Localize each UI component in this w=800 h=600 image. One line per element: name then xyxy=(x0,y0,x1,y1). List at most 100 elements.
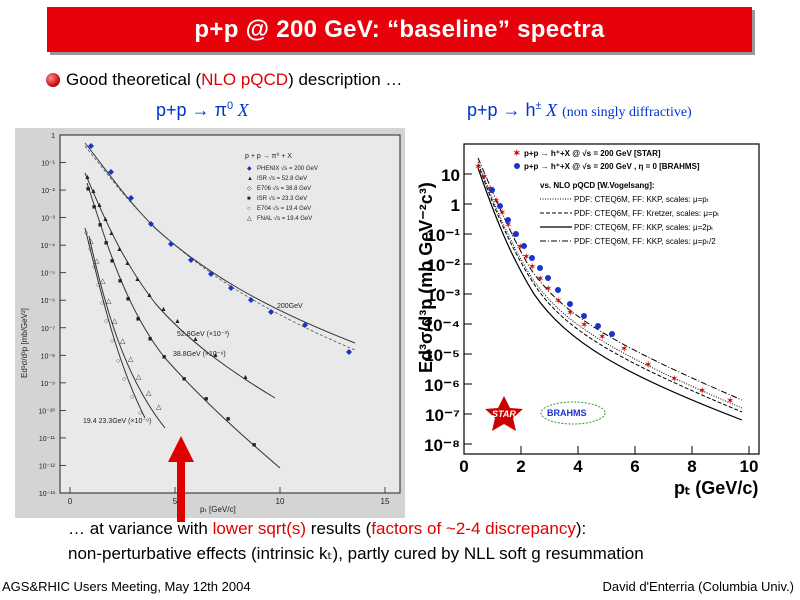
phenix-point xyxy=(302,322,308,328)
intro-text: Good theoretical ( xyxy=(66,70,202,89)
brahms-point xyxy=(537,265,543,271)
legend-2pt: PDF: CTEQ6M, FF: KKP, scales: μ=2pₜ xyxy=(574,223,714,232)
left-x-tick-label: 10 xyxy=(276,497,285,506)
lowenergy-point: ■ xyxy=(162,354,166,361)
label-200gev: 200GeV xyxy=(277,303,303,310)
left-y-tick-label: 10⁻¹⁰ xyxy=(38,407,55,415)
left-legend-marker-icon: △ xyxy=(247,216,252,222)
left-plot: 1 10⁻¹ 10⁻² 10⁻³ 10⁻⁴ 10⁻⁵ 10⁻⁶ 10⁻⁷ 10⁻⁸ 10⁻⁹ 10⁻… xyxy=(15,128,405,518)
left-x-ticks: 0 5 10 15 xyxy=(68,487,390,506)
lowenergy-point: ■ xyxy=(126,296,130,303)
left-xlabel: pₜ [GeV/c] xyxy=(200,505,236,514)
bottom-red-a: lower sqrt(s) xyxy=(212,519,307,538)
right-y-tick-label: 10 xyxy=(441,166,460,185)
lowenergy-point: ○ xyxy=(92,264,96,271)
bottom-text-b: results ( xyxy=(306,519,372,538)
star-point: ✶ xyxy=(670,374,678,385)
intro-line: Good theoretical (NLO pQCD) description … xyxy=(66,70,402,90)
lowenergy-point: △ xyxy=(106,298,112,305)
phenix-point xyxy=(188,257,194,263)
right-y-tick-label: 10⁻⁶ xyxy=(424,376,460,395)
right-plot-frame xyxy=(463,143,760,455)
right-y-tick-label: 10⁻⁵ xyxy=(424,346,460,365)
right-x-tick-label: 4 xyxy=(573,457,583,476)
lowenergy-point: ○ xyxy=(104,318,108,325)
right-x-tick-label: 6 xyxy=(630,457,639,476)
star-point: ✶ xyxy=(480,172,488,183)
legend-star: p+p → h⁺+X @ √s = 200 GeV [STAR] xyxy=(524,149,661,158)
phenix-point xyxy=(148,221,154,227)
lowenergy-point: △ xyxy=(128,356,134,363)
legend-kretzer: PDF: CTEQ6M, FF: Kretzer, scales: μ=pₜ xyxy=(574,209,719,218)
left-y-tick-label: 10⁻¹ xyxy=(41,161,55,168)
nlo-curve-kretzer xyxy=(477,163,743,413)
lowenergy-point: ▲ xyxy=(108,230,115,237)
lowenergy-point: △ xyxy=(156,404,162,411)
left-legend-marker-icon: ◇ xyxy=(247,186,252,192)
brahms-point xyxy=(497,203,503,209)
right-x-tick-label: 2 xyxy=(516,457,525,476)
left-subtitle-x: X xyxy=(233,100,249,120)
left-y-tick-label: 10⁻¹³ xyxy=(39,491,56,498)
lowenergy-point: ○ xyxy=(138,410,142,417)
left-data-points: ▲▲▲▲▲▲▲▲▲▲▲▲▲▲■■■■■■■■■■■■■■○○○○○○○○○○○△… xyxy=(84,143,352,449)
right-y-tick-label: 1 xyxy=(451,196,460,215)
lowenergy-point: ○ xyxy=(130,394,134,401)
brahms-point xyxy=(545,275,551,281)
label-38gev: 38.8GeV (×10⁻⁶) xyxy=(173,351,226,358)
right-subtitle-sup: ± xyxy=(535,100,542,112)
phenix-point xyxy=(128,195,134,201)
left-y-tick-label: 10⁻⁶ xyxy=(41,298,55,305)
bottom-text-a: … at variance with xyxy=(68,519,213,538)
right-y-tick-label: 10⁻¹ xyxy=(426,226,460,245)
lowenergy-point: ▲ xyxy=(160,306,167,313)
phenix-point xyxy=(248,297,254,303)
lowenergy-point: ■ xyxy=(226,416,230,423)
star-point: ✶ xyxy=(580,320,588,331)
right-subtitle-x: X xyxy=(541,100,558,120)
right-plot: 10 1 10⁻¹ 10⁻² 10⁻³ 10⁻⁴ 10⁻⁵ 10⁻⁶ 10⁻⁷ 10⁻⁸ 0 2 4 6… xyxy=(412,128,800,508)
star-point: ✶ xyxy=(566,308,574,319)
curve-38gev xyxy=(86,182,281,469)
star-point: ✶ xyxy=(644,360,652,371)
brahms-point xyxy=(489,187,495,193)
curve-52gev xyxy=(84,172,276,399)
lowenergy-point: △ xyxy=(112,318,118,325)
star-logo: STAR xyxy=(485,396,523,431)
brahms-point xyxy=(521,243,527,249)
left-y-tick-label: 10⁻³ xyxy=(41,216,55,223)
phenix-point xyxy=(208,271,214,277)
right-x-tick-label: 0 xyxy=(459,457,468,476)
lowenergy-point: ▲ xyxy=(242,374,249,381)
lowenergy-point: ■ xyxy=(148,336,152,343)
phenix-point xyxy=(168,241,174,247)
left-y-tick-label: 10⁻² xyxy=(41,188,55,195)
lowenergy-point: ■ xyxy=(118,278,122,285)
lowenergy-point: ▲ xyxy=(84,174,91,181)
left-subtitle: p+p → π0 X xyxy=(156,100,249,121)
left-legend-marker-icon: ◆ xyxy=(247,166,252,172)
left-y-tick-label: 10⁻⁷ xyxy=(41,326,55,333)
star-point: ✶ xyxy=(698,386,706,397)
lowenergy-point: ▲ xyxy=(146,292,153,299)
lowenergy-point: ▲ xyxy=(124,260,131,267)
lowenergy-point: ■ xyxy=(204,396,208,403)
star-point: ✶ xyxy=(498,208,506,219)
lowenergy-point: ▲ xyxy=(212,352,219,359)
right-y-tick-label: 10⁻³ xyxy=(426,286,460,305)
left-legend-entry: PHENIX √s = 200 GeV xyxy=(257,165,318,172)
right-legend: ✶ p+p → h⁺+X @ √s = 200 GeV [STAR] p+p →… xyxy=(513,148,719,246)
left-legend-entry: ISR √s = 52.8 GeV xyxy=(257,175,307,182)
lowenergy-point: ▲ xyxy=(134,276,141,283)
brahms-point xyxy=(595,323,601,329)
bullet-icon xyxy=(46,73,60,87)
left-legend: ◆ PHENIX √s = 200 GeV ▲ ISR √s = 52.8 GeV ◇ E… xyxy=(247,165,318,222)
lowenergy-point: ○ xyxy=(116,358,120,365)
lowenergy-point: ■ xyxy=(86,186,90,193)
right-subtitle-text: p+p → h xyxy=(467,100,536,120)
lowenergy-point: ■ xyxy=(92,204,96,211)
star-point: ✶ xyxy=(528,262,536,273)
brahms-logo: BRAHMS xyxy=(540,401,606,425)
lowenergy-point: ▲ xyxy=(90,188,97,195)
legend-vs-nlo: vs. NLO pQCD [W.Vogelsang]: xyxy=(540,181,655,190)
